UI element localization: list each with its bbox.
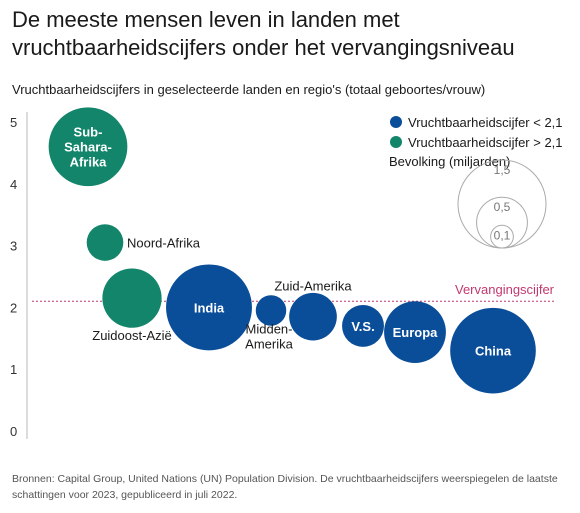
bubble-label: Amerika xyxy=(245,336,293,351)
chart-subtitle: Vruchtbaarheidscijfers in geselecteerde … xyxy=(12,82,486,97)
replacement-rate-label: Vervangingscijfer xyxy=(455,282,555,297)
bubble-chart: 0 1 2 3 4 5 Vervangingscijfer Sub-Sahara-Afrika… xyxy=(10,107,563,439)
bubble-v-s- xyxy=(342,304,384,347)
legend-size-label: 0,5 xyxy=(494,200,511,214)
bubble-label: V.S. xyxy=(351,319,374,334)
bubble-label: Zuidoost-Azië xyxy=(92,328,171,343)
y-tick-label: 5 xyxy=(10,115,17,130)
y-tick-label: 4 xyxy=(10,177,17,192)
y-tick-label: 2 xyxy=(10,300,17,315)
bubble-zuid-amerika xyxy=(289,292,337,341)
bubble-zuidoost-azi- xyxy=(102,268,162,328)
bubble-label: Noord-Afrika xyxy=(127,236,201,251)
bubble-label: China xyxy=(475,344,512,359)
source-note: Bronnen: Capital Group, United Nations (… xyxy=(12,473,558,501)
bubble-europa xyxy=(384,301,446,364)
legend-below-label: Vruchtbaarheidscijfer < 2,1 xyxy=(408,115,563,130)
y-tick-label: 3 xyxy=(10,239,17,254)
legend-above-swatch xyxy=(390,136,402,148)
bubble-noord-afrika xyxy=(86,224,124,261)
bubble-label: Sahara- xyxy=(64,140,112,155)
legend-size-label: 1,5 xyxy=(494,163,511,177)
bubble-india xyxy=(166,264,252,351)
chart-title: De meeste mensen leven in landen met vru… xyxy=(12,7,515,60)
bubble-label: Sub- xyxy=(74,125,103,140)
bubble-label: Zuid-Amerika xyxy=(274,279,352,294)
legend-size-title: Bevolking (miljarden) xyxy=(389,154,510,169)
bubble-label: India xyxy=(194,300,225,315)
legend-size-label: 0,1 xyxy=(494,228,511,242)
y-tick-label: 1 xyxy=(10,362,17,377)
bubble-label: Afrika xyxy=(70,155,108,170)
bubble-midden-amerika xyxy=(255,295,287,326)
legend-size-circle xyxy=(490,224,514,249)
bubble-label: Europa xyxy=(393,325,439,340)
legend-above-label: Vruchtbaarheidscijfer > 2,1 xyxy=(408,135,563,150)
bubble-china xyxy=(450,307,536,394)
y-tick-label: 0 xyxy=(10,424,17,439)
bubble-label: Midden- xyxy=(246,321,293,336)
bubble-sub-sahara-afrika xyxy=(48,107,128,187)
legend-below-swatch xyxy=(390,116,402,128)
